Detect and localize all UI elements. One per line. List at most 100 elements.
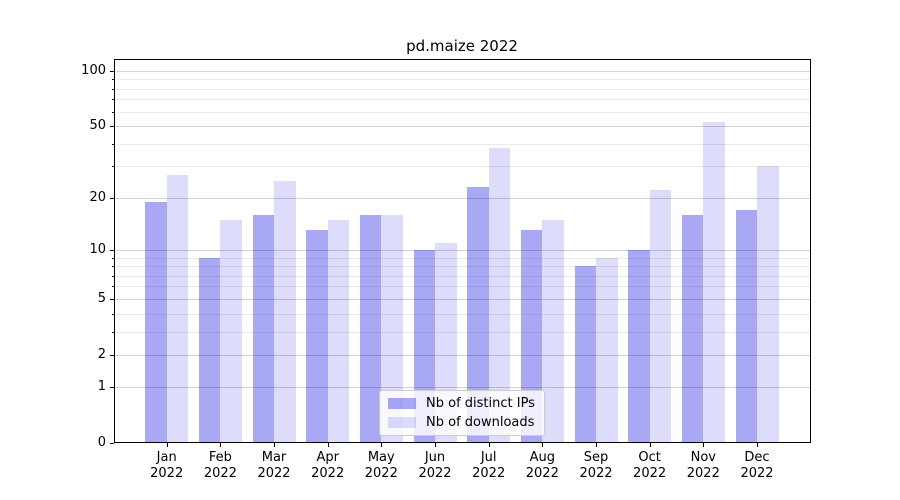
- bar-downloads-feb: [220, 219, 242, 444]
- x-tick-may: [381, 443, 383, 448]
- bar-downloads-jan: [166, 174, 189, 444]
- gridline-minor-y-90: [115, 79, 811, 81]
- y-minor-tick-90: [112, 79, 114, 81]
- legend-swatch-distinct-ips: [388, 398, 416, 409]
- x-tick-dec: [757, 443, 758, 448]
- x-tick-sep: [596, 443, 597, 448]
- gridline-minor-y-60: [115, 111, 811, 113]
- x-tick-label-jul: Jul 2022: [472, 450, 506, 481]
- y-tick-0: [110, 443, 114, 445]
- y-minor-tick-6: [112, 286, 114, 288]
- bar-distinct-ips-sep: [574, 266, 596, 444]
- x-tick-jan: [166, 443, 168, 448]
- y-minor-tick-9: [112, 257, 114, 259]
- y-tick-label-2: 2: [97, 346, 106, 362]
- x-tick-mar: [274, 443, 275, 448]
- bar-downloads-nov: [703, 121, 725, 444]
- gridline-minor-y-40: [115, 143, 811, 145]
- y-minor-tick-4: [112, 313, 114, 315]
- bar-downloads-aug: [542, 219, 564, 444]
- bar-distinct-ips-dec: [735, 210, 757, 444]
- legend-swatch-downloads: [388, 417, 416, 428]
- bar-distinct-ips-may: [359, 214, 382, 444]
- chart-title: pd.maize 2022: [406, 37, 518, 55]
- bar-downloads-jul: [488, 147, 511, 444]
- gridline-major-y-2: [115, 354, 811, 356]
- gridline-minor-y-8: [115, 266, 811, 267]
- x-tick-jul: [488, 443, 490, 448]
- y-tick-label-10: 10: [89, 241, 106, 257]
- gridline-major-y-5: [115, 298, 811, 300]
- bar-distinct-ips-feb: [198, 257, 221, 444]
- x-tick-jun: [435, 443, 436, 448]
- y-tick-label-1: 1: [97, 379, 106, 395]
- legend-item-downloads: Nb of downloads: [388, 415, 536, 430]
- x-tick-apr: [327, 443, 329, 448]
- x-tick-label-may: May 2022: [364, 450, 398, 481]
- x-tick-label-oct: Oct 2022: [633, 450, 667, 481]
- gridline-minor-y-7: [115, 275, 811, 277]
- y-tick-1: [110, 387, 114, 389]
- y-tick-50: [110, 126, 114, 128]
- gridline-major-y-20: [115, 197, 811, 199]
- x-tick-oct: [649, 443, 651, 448]
- gridline-minor-y-4: [115, 313, 811, 315]
- bar-downloads-may: [381, 214, 403, 444]
- y-tick-10: [110, 249, 114, 251]
- gridline-minor-y-3: [115, 331, 811, 333]
- x-tick-label-apr: Apr 2022: [311, 450, 345, 481]
- y-tick-label-20: 20: [89, 189, 106, 205]
- y-tick-100: [110, 71, 114, 72]
- legend-label-distinct-ips: Nb of distinct IPs: [426, 396, 535, 411]
- bar-distinct-ips-oct: [628, 249, 650, 444]
- legend: Nb of distinct IPs Nb of downloads: [379, 390, 545, 436]
- gridline-minor-y-6: [115, 286, 811, 288]
- y-minor-tick-60: [112, 111, 114, 113]
- bar-downloads-oct: [649, 190, 672, 444]
- bar-downloads-sep: [596, 257, 618, 444]
- bar-downloads-apr: [327, 219, 350, 444]
- y-minor-tick-40: [112, 143, 114, 145]
- y-minor-tick-3: [112, 331, 114, 333]
- x-tick-label-dec: Dec 2022: [740, 450, 774, 481]
- y-minor-tick-70: [112, 99, 114, 101]
- x-tick-label-aug: Aug 2022: [525, 450, 559, 481]
- legend-item-distinct-ips: Nb of distinct IPs: [388, 396, 536, 411]
- gridline-major-y-50: [115, 126, 811, 128]
- x-tick-label-feb: Feb 2022: [203, 450, 237, 481]
- x-tick-label-jan: Jan 2022: [150, 450, 184, 481]
- bar-downloads-mar: [274, 180, 296, 444]
- x-tick-label-mar: Mar 2022: [257, 450, 291, 481]
- bar-distinct-ips-mar: [252, 214, 274, 444]
- bar-distinct-ips-nov: [681, 214, 704, 444]
- gridline-minor-y-9: [115, 257, 811, 259]
- x-tick-nov: [703, 443, 705, 448]
- bar-distinct-ips-jan: [145, 201, 167, 444]
- x-tick-label-nov: Nov 2022: [686, 450, 720, 481]
- y-tick-label-0: 0: [97, 435, 106, 451]
- y-tick-5: [110, 298, 114, 300]
- y-tick-label-5: 5: [97, 290, 106, 306]
- gridline-major-y-1: [115, 387, 811, 389]
- y-tick-label-100: 100: [81, 63, 106, 78]
- x-tick-label-sep: Sep 2022: [579, 450, 613, 481]
- bar-distinct-ips-apr: [306, 230, 328, 444]
- gridline-minor-y-80: [115, 88, 811, 90]
- bar-downloads-dec: [757, 166, 779, 444]
- y-tick-2: [110, 354, 114, 356]
- y-tick-20: [110, 197, 114, 199]
- y-tick-label-50: 50: [89, 118, 106, 134]
- x-tick-label-jun: Jun 2022: [418, 450, 452, 481]
- gridline-major-y-100: [115, 71, 811, 72]
- y-minor-tick-80: [112, 88, 114, 90]
- y-minor-tick-8: [112, 266, 114, 267]
- gridline-minor-y-30: [115, 166, 811, 168]
- x-tick-aug: [542, 443, 544, 448]
- y-minor-tick-30: [112, 166, 114, 168]
- bar-distinct-ips-jul: [467, 186, 489, 444]
- gridline-minor-y-70: [115, 99, 811, 101]
- legend-label-downloads: Nb of downloads: [426, 415, 535, 430]
- y-minor-tick-7: [112, 275, 114, 277]
- gridline-major-y-10: [115, 249, 811, 251]
